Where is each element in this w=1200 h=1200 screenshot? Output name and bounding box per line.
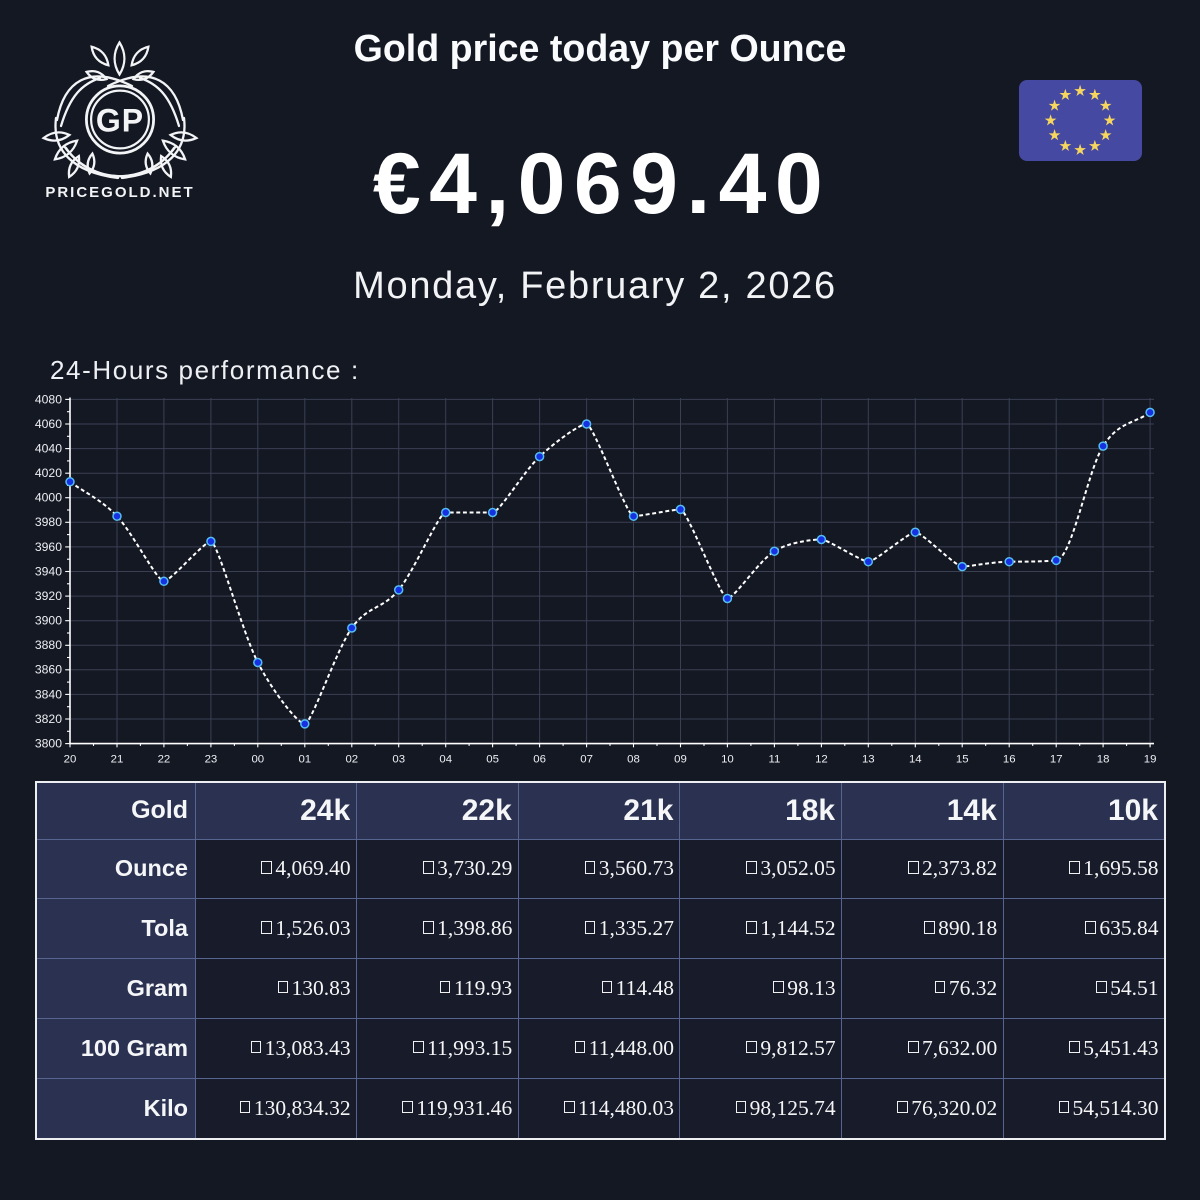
svg-text:3980: 3980: [35, 515, 62, 529]
svg-text:23: 23: [205, 754, 218, 766]
svg-text:06: 06: [533, 754, 546, 766]
svg-text:4060: 4060: [35, 417, 62, 431]
svg-text:3880: 3880: [35, 638, 62, 652]
svg-text:04: 04: [439, 754, 452, 766]
svg-text:3840: 3840: [35, 687, 62, 701]
svg-text:02: 02: [345, 754, 358, 766]
svg-text:22: 22: [158, 754, 171, 766]
svg-text:16: 16: [1003, 754, 1016, 766]
svg-text:4000: 4000: [35, 491, 62, 505]
svg-text:3860: 3860: [35, 663, 62, 677]
svg-text:09: 09: [674, 754, 687, 766]
svg-text:12: 12: [815, 754, 828, 766]
svg-text:14: 14: [909, 754, 922, 766]
svg-text:3920: 3920: [35, 589, 62, 603]
svg-text:10: 10: [721, 754, 734, 766]
svg-text:3820: 3820: [35, 712, 62, 726]
svg-text:08: 08: [627, 754, 640, 766]
svg-text:00: 00: [251, 754, 264, 766]
svg-text:4040: 4040: [35, 442, 62, 456]
svg-text:3800: 3800: [35, 737, 62, 751]
svg-text:4020: 4020: [35, 466, 62, 480]
svg-text:18: 18: [1097, 754, 1110, 766]
svg-text:3940: 3940: [35, 564, 62, 578]
svg-text:3960: 3960: [35, 540, 62, 554]
svg-text:11: 11: [768, 754, 780, 766]
svg-text:05: 05: [486, 754, 499, 766]
svg-text:3900: 3900: [35, 614, 62, 628]
svg-text:20: 20: [64, 754, 77, 766]
svg-text:4080: 4080: [35, 392, 62, 406]
svg-text:GP: GP: [96, 103, 144, 139]
svg-text:15: 15: [956, 754, 969, 766]
svg-text:17: 17: [1050, 754, 1063, 766]
svg-text:19: 19: [1144, 754, 1157, 766]
svg-text:13: 13: [862, 754, 875, 766]
svg-text:03: 03: [392, 754, 405, 766]
svg-text:01: 01: [298, 754, 311, 766]
svg-text:07: 07: [580, 754, 593, 766]
svg-text:21: 21: [111, 754, 124, 766]
